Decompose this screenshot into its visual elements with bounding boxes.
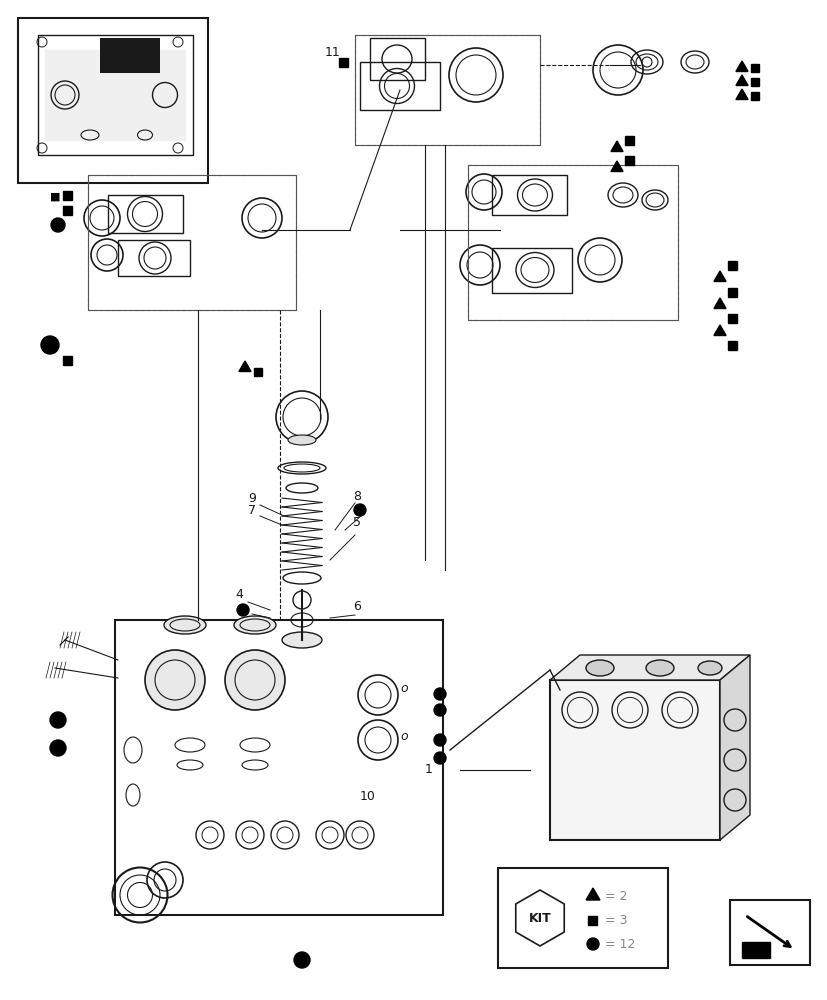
Bar	[491, 248, 571, 293]
Polygon shape	[549, 655, 749, 680]
Ellipse shape	[282, 632, 322, 648]
Bar	[728, 314, 737, 322]
Text: o: o	[399, 730, 407, 743]
Bar	[355, 35, 539, 145]
Bar	[491, 175, 566, 215]
Polygon shape	[549, 680, 719, 840]
Ellipse shape	[234, 616, 275, 634]
Polygon shape	[610, 141, 622, 151]
Text: 7: 7	[248, 504, 256, 517]
Bar	[624, 135, 633, 144]
Polygon shape	[610, 161, 622, 172]
Circle shape	[237, 604, 249, 616]
Circle shape	[225, 650, 284, 710]
Bar	[115, 620, 442, 915]
Text: ■: ■	[50, 192, 60, 202]
Bar	[549, 680, 719, 840]
Bar	[88, 175, 295, 310]
Text: = 3: = 3	[605, 914, 627, 926]
Bar	[38, 35, 193, 155]
Bar	[88, 175, 295, 310]
Polygon shape	[713, 325, 725, 336]
Bar	[118, 240, 189, 276]
Text: 1: 1	[424, 763, 433, 776]
Bar	[750, 64, 758, 72]
Bar	[100, 38, 160, 73]
Ellipse shape	[697, 661, 721, 675]
Text: 8: 8	[352, 490, 361, 503]
Text: = 2: = 2	[605, 890, 627, 902]
Bar	[750, 78, 758, 86]
Text: 5: 5	[352, 516, 361, 529]
Bar	[729, 900, 809, 965]
Circle shape	[433, 752, 446, 764]
Ellipse shape	[586, 660, 614, 676]
Ellipse shape	[164, 616, 206, 634]
Circle shape	[586, 938, 598, 950]
Polygon shape	[735, 89, 747, 100]
Polygon shape	[735, 75, 747, 86]
Text: KIT: KIT	[528, 912, 551, 924]
Bar	[467, 165, 677, 320]
Bar	[108, 195, 183, 233]
Polygon shape	[239, 361, 251, 371]
Circle shape	[50, 740, 66, 756]
Bar	[370, 38, 424, 80]
Ellipse shape	[645, 660, 673, 676]
Bar	[467, 165, 677, 320]
Circle shape	[433, 734, 446, 746]
Polygon shape	[713, 298, 725, 308]
Circle shape	[354, 504, 366, 516]
Bar	[728, 260, 737, 269]
Polygon shape	[719, 655, 749, 840]
Circle shape	[145, 650, 205, 710]
Bar	[497, 868, 667, 968]
Bar	[728, 340, 737, 350]
Bar	[355, 35, 539, 145]
Bar	[728, 288, 737, 296]
Bar	[339, 57, 348, 66]
Bar	[741, 942, 769, 958]
Text: 11: 11	[325, 45, 341, 58]
Bar	[750, 92, 758, 100]
Bar	[64, 356, 73, 364]
Circle shape	[41, 336, 59, 354]
Circle shape	[51, 218, 65, 232]
Polygon shape	[735, 61, 747, 72]
Text: o: o	[399, 682, 407, 695]
Text: 9: 9	[248, 492, 256, 505]
Text: 6: 6	[352, 600, 361, 613]
Polygon shape	[713, 271, 725, 282]
Polygon shape	[586, 888, 600, 900]
Bar	[64, 190, 73, 200]
Bar	[624, 155, 633, 164]
Bar	[360, 62, 439, 110]
Circle shape	[433, 688, 446, 700]
Text: = 12: = 12	[605, 938, 634, 950]
Text: 4: 4	[235, 588, 242, 601]
Ellipse shape	[288, 435, 316, 445]
Bar	[64, 206, 73, 215]
Text: 10: 10	[360, 790, 375, 803]
Circle shape	[50, 712, 66, 728]
Circle shape	[294, 952, 309, 968]
Bar	[254, 368, 261, 376]
Bar	[18, 18, 208, 183]
Circle shape	[433, 704, 446, 716]
Bar	[588, 916, 597, 924]
